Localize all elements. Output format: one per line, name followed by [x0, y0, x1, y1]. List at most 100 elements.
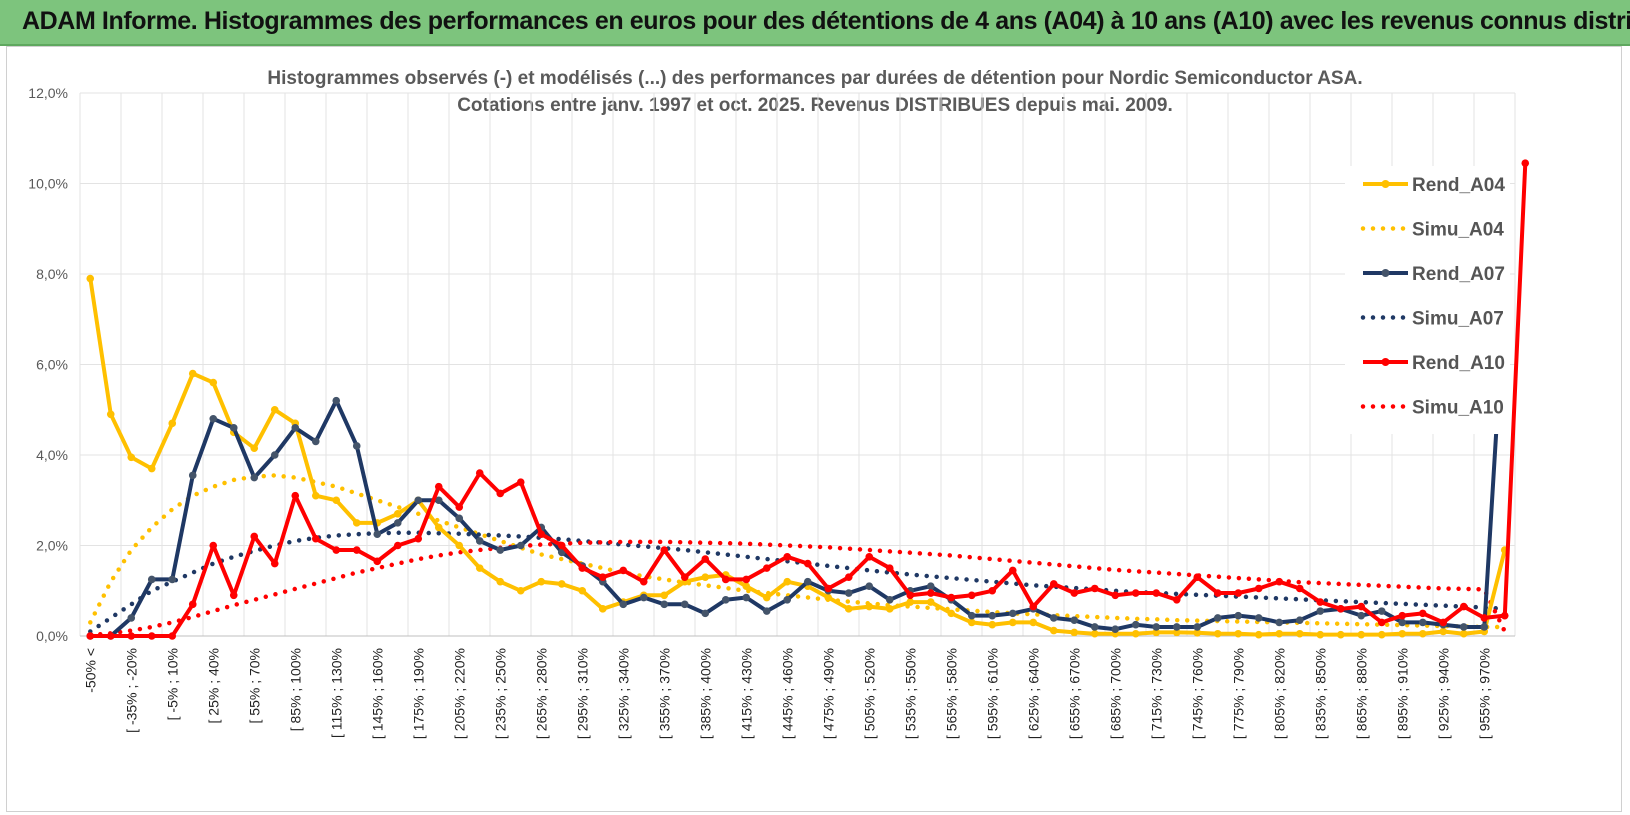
data-point: [250, 532, 259, 541]
data-point: [783, 553, 792, 561]
data-point: [1459, 623, 1468, 631]
data-point: [578, 564, 587, 572]
data-point: [926, 589, 935, 597]
x-tick-label: [ 85% ; 100%: [287, 648, 303, 731]
data-point: [619, 566, 628, 575]
data-point: [496, 577, 505, 586]
data-point: [1234, 629, 1243, 638]
data-point: [168, 575, 177, 584]
data-point: [270, 451, 279, 459]
legend-box: [1345, 166, 1510, 434]
data-point: [1152, 589, 1161, 597]
data-point: [1254, 584, 1263, 593]
x-tick-label: -50% <: [82, 648, 98, 693]
data-point: [1418, 629, 1427, 638]
data-point: [516, 478, 525, 486]
data-point: [332, 546, 341, 554]
data-point: [1357, 630, 1366, 639]
data-point: [598, 605, 607, 613]
data-point: [455, 503, 464, 511]
data-point: [1213, 614, 1222, 622]
data-point: [619, 600, 628, 609]
data-point: [906, 598, 915, 606]
x-tick-label: [ 175% ; 190%: [410, 648, 426, 739]
data-point: [352, 546, 361, 554]
data-point: [701, 609, 710, 618]
data-point: [1316, 598, 1325, 606]
data-point: [311, 534, 320, 543]
data-point: [1049, 614, 1058, 622]
data-point: [311, 491, 320, 500]
data-point: [455, 541, 464, 550]
x-tick-label: [ 775% ; 790%: [1230, 648, 1246, 739]
data-point: [639, 577, 648, 586]
data-point: [106, 410, 115, 419]
data-point: [844, 573, 853, 581]
data-point: [1357, 602, 1366, 611]
data-point: [1008, 609, 1017, 618]
x-tick-label: [ 505% ; 520%: [861, 648, 877, 739]
chart-title: Histogrammes observés (-) et modélisés (…: [267, 68, 1362, 89]
data-point: [1521, 159, 1530, 167]
data-point: [1193, 573, 1202, 581]
data-point: [1295, 629, 1304, 638]
data-point: [291, 424, 300, 432]
data-point: [1398, 629, 1407, 638]
data-point: [209, 541, 218, 550]
x-tick-label: [ 145% ; 160%: [369, 648, 385, 739]
data-point: [1090, 623, 1099, 631]
data-point: [1111, 625, 1120, 634]
data-point: [1459, 629, 1468, 638]
data-point: [1480, 614, 1489, 622]
data-point: [762, 607, 771, 615]
data-point: [1500, 611, 1509, 620]
x-tick-label: [ 115% ; 130%: [328, 648, 344, 738]
data-point: [1275, 629, 1284, 638]
legend-marker: [1381, 180, 1390, 188]
legend-label: Simu_A07: [1412, 309, 1504, 330]
data-point: [721, 575, 730, 584]
data-point: [742, 582, 751, 591]
data-point: [475, 469, 484, 477]
data-point: [209, 415, 218, 423]
y-tick-label: 2,0%: [36, 538, 68, 554]
data-point: [1398, 618, 1407, 627]
data-point: [1398, 611, 1407, 620]
data-point: [1049, 580, 1058, 588]
x-tick-label: [ 205% ; 220%: [451, 648, 467, 739]
data-point: [988, 611, 997, 620]
x-tick-label: [ 475% ; 490%: [820, 648, 836, 739]
series-line-rend_a07: [90, 291, 1507, 638]
x-tick-label: [ 865% ; 880%: [1353, 648, 1369, 739]
data-point: [1152, 623, 1161, 631]
data-point: [1090, 629, 1099, 638]
series-line-simu_a10: [88, 539, 1508, 638]
data-point: [1439, 618, 1448, 627]
x-tick-label: [ 535% ; 550%: [902, 648, 918, 739]
data-point: [1254, 630, 1263, 639]
data-point: [1131, 589, 1140, 597]
data-point: [537, 577, 546, 586]
data-point: [86, 274, 95, 283]
data-point: [393, 519, 402, 527]
data-point: [229, 424, 238, 432]
data-point: [824, 584, 833, 593]
data-point: [844, 589, 853, 597]
data-point: [188, 471, 197, 480]
data-point: [1336, 630, 1345, 639]
y-tick-label: 4,0%: [36, 447, 68, 463]
data-point: [783, 577, 792, 586]
legend-label: Rend_A10: [1412, 353, 1505, 374]
data-point: [1193, 623, 1202, 631]
data-point: [1213, 589, 1222, 597]
data-point: [1070, 616, 1079, 624]
data-point: [1213, 629, 1222, 638]
series-line-simu_a04: [88, 473, 1508, 630]
data-point: [414, 534, 423, 543]
x-tick-label: [ 295% ; 310%: [574, 648, 590, 739]
data-point: [1480, 623, 1489, 631]
data-point: [1172, 628, 1181, 637]
data-point: [516, 541, 525, 550]
data-point: [209, 378, 218, 387]
data-point: [250, 473, 259, 482]
